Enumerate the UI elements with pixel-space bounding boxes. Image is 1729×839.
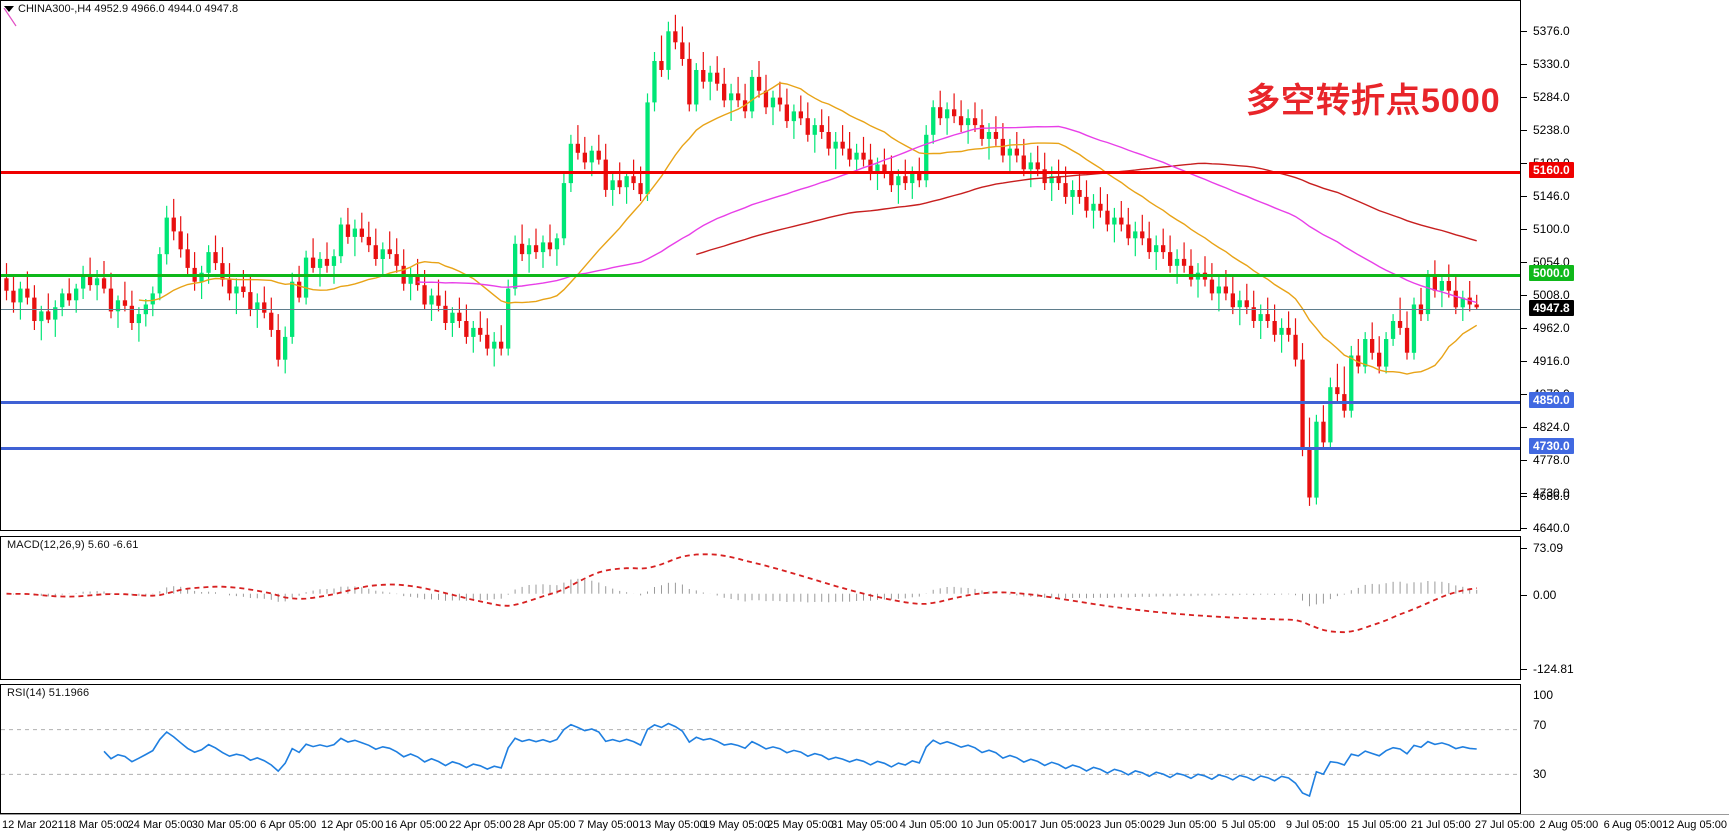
axis-tick bbox=[1521, 64, 1527, 65]
price-axis-label: 5008.0 bbox=[1533, 288, 1570, 302]
rsi-label: RSI(14) 51.1966 bbox=[7, 687, 90, 699]
macd-axis-label: 73.09 bbox=[1533, 541, 1564, 555]
price-axis-label: 4962.0 bbox=[1533, 321, 1570, 335]
axis-tick bbox=[1521, 361, 1527, 362]
triangle-down-icon[interactable] bbox=[4, 6, 14, 12]
time-axis[interactable]: 12 Mar 2021 18 Mar 05:00 24 Mar 05:00 30 Ma… bbox=[0, 814, 1729, 839]
axis-tick bbox=[1521, 97, 1527, 98]
time-axis-label: 13 May 05:00 bbox=[639, 819, 706, 831]
price-axis-label: 5376.0 bbox=[1533, 24, 1570, 38]
time-axis-label: 7 May 05:00 bbox=[578, 819, 639, 831]
price-axis-label: 5146.0 bbox=[1533, 189, 1570, 203]
price-axis-label: 4640.0 bbox=[1533, 521, 1570, 535]
price-axis-scale[interactable]: 5376.05330.05284.05238.05192.05146.05100… bbox=[1521, 0, 1729, 535]
axis-tick bbox=[1521, 394, 1527, 395]
time-axis-label: 12 Apr 05:00 bbox=[321, 819, 384, 831]
macd-axis-scale[interactable]: 73.09 0.00 -124.81 bbox=[1521, 536, 1729, 680]
time-axis-label: 17 Jun 05:00 bbox=[1024, 819, 1089, 831]
price-axis-label: 4686.0 bbox=[1533, 489, 1570, 503]
axis-tick bbox=[1521, 130, 1527, 131]
axis-tick bbox=[1521, 328, 1527, 329]
price-level-badge[interactable]: 4730.0 bbox=[1529, 438, 1574, 454]
axis-tick bbox=[1521, 528, 1527, 529]
price-chart-panel[interactable]: 多空转折点5000 bbox=[0, 0, 1521, 531]
time-axis-label: 19 May 05:00 bbox=[703, 819, 770, 831]
rsi-axis-label: 70 bbox=[1533, 718, 1547, 732]
time-axis-label: 10 Jun 05:00 bbox=[960, 819, 1025, 831]
axis-tick bbox=[1521, 548, 1527, 549]
time-axis-label: 18 Mar 05:00 bbox=[63, 819, 129, 831]
time-axis-label: 15 Jul 05:00 bbox=[1346, 819, 1407, 831]
price-level-badge[interactable]: 4947.8 bbox=[1529, 300, 1574, 316]
time-axis-label: 28 Apr 05:00 bbox=[513, 819, 576, 831]
level-line-4730[interactable] bbox=[1, 447, 1520, 450]
time-axis-label: 25 May 05:00 bbox=[767, 819, 834, 831]
axis-tick bbox=[1521, 262, 1527, 263]
time-axis-label: 5 Jul 05:00 bbox=[1221, 819, 1276, 831]
axis-tick bbox=[1521, 460, 1527, 461]
axis-tick bbox=[1521, 496, 1527, 497]
symbol-ohlc-header: CHINA300-,H4 4952.9 4966.0 4944.0 4947.8 bbox=[18, 3, 239, 15]
price-level-badge[interactable]: 4850.0 bbox=[1529, 392, 1574, 408]
axis-tick bbox=[1521, 163, 1527, 164]
price-axis-label: 4824.0 bbox=[1533, 420, 1570, 434]
candlestick-series bbox=[4, 14, 1479, 506]
time-axis-label: 30 Mar 05:00 bbox=[191, 819, 257, 831]
axis-tick bbox=[1521, 595, 1527, 596]
price-axis-label: 5100.0 bbox=[1533, 222, 1570, 236]
time-axis-label: 31 May 05:00 bbox=[831, 819, 898, 831]
price-axis-label: 5238.0 bbox=[1533, 123, 1570, 137]
chart-annotation-text: 多空转折点5000 bbox=[1246, 82, 1501, 120]
rsi-series bbox=[1, 722, 1520, 798]
rsi-axis-label: 30 bbox=[1533, 767, 1547, 781]
price-plot-area[interactable] bbox=[1, 1, 1520, 530]
macd-axis-label: -124.81 bbox=[1533, 662, 1574, 676]
macd-panel[interactable]: MACD(12,26,9) 5.60 -6.61 bbox=[0, 536, 1521, 680]
time-axis-label: 21 Jul 05:00 bbox=[1410, 819, 1471, 831]
axis-tick bbox=[1521, 229, 1527, 230]
price-axis-label: 5330.0 bbox=[1533, 57, 1570, 71]
time-axis-label: 12 Aug 05:00 bbox=[1662, 819, 1727, 831]
level-line-5000[interactable] bbox=[1, 274, 1520, 277]
price-axis-label: 4916.0 bbox=[1533, 354, 1570, 368]
time-axis-label: 23 Jun 05:00 bbox=[1088, 819, 1153, 831]
level-line-4850[interactable] bbox=[1, 401, 1520, 404]
time-axis-label: 12 Mar 2021 bbox=[2, 819, 64, 831]
axis-tick bbox=[1521, 31, 1527, 32]
time-axis-label: 29 Jun 05:00 bbox=[1152, 819, 1217, 831]
axis-tick bbox=[1521, 295, 1527, 296]
time-axis-label: 9 Jul 05:00 bbox=[1285, 819, 1340, 831]
time-axis-label: 27 Jul 05:00 bbox=[1474, 819, 1535, 831]
time-axis-label: 4 Jun 05:00 bbox=[899, 819, 958, 831]
macd-series bbox=[6, 553, 1478, 634]
rsi-axis-scale[interactable]: 100 70 30 bbox=[1521, 684, 1729, 814]
axis-tick bbox=[1521, 669, 1527, 670]
axis-tick bbox=[1521, 196, 1527, 197]
level-line-4947.8[interactable] bbox=[1, 309, 1520, 310]
axis-tick bbox=[1521, 427, 1527, 428]
macd-plot-area[interactable] bbox=[1, 537, 1520, 679]
axis-tick bbox=[1521, 493, 1527, 494]
time-axis-label: 6 Aug 05:00 bbox=[1603, 819, 1663, 831]
price-level-badge[interactable]: 5000.0 bbox=[1529, 265, 1574, 281]
time-axis-label: 2 Aug 05:00 bbox=[1539, 819, 1599, 831]
rsi-plot-area[interactable] bbox=[1, 685, 1520, 813]
price-axis-label: 5284.0 bbox=[1533, 90, 1570, 104]
rsi-panel[interactable]: RSI(14) 51.1966 bbox=[0, 684, 1521, 814]
macd-axis-label: 0.00 bbox=[1533, 588, 1557, 602]
price-axis-label: 4730.0 bbox=[1533, 486, 1570, 500]
level-line-5160[interactable] bbox=[1, 171, 1520, 174]
time-axis-label: 16 Apr 05:00 bbox=[385, 819, 448, 831]
rsi-axis-label: 100 bbox=[1533, 688, 1554, 702]
time-axis-label: 6 Apr 05:00 bbox=[260, 819, 317, 831]
macd-label: MACD(12,26,9) 5.60 -6.61 bbox=[7, 539, 139, 551]
price-level-badge[interactable]: 5160.0 bbox=[1529, 162, 1574, 178]
time-axis-label: 22 Apr 05:00 bbox=[449, 819, 512, 831]
price-axis-label: 4778.0 bbox=[1533, 453, 1570, 467]
time-axis-label: 24 Mar 05:00 bbox=[127, 819, 193, 831]
